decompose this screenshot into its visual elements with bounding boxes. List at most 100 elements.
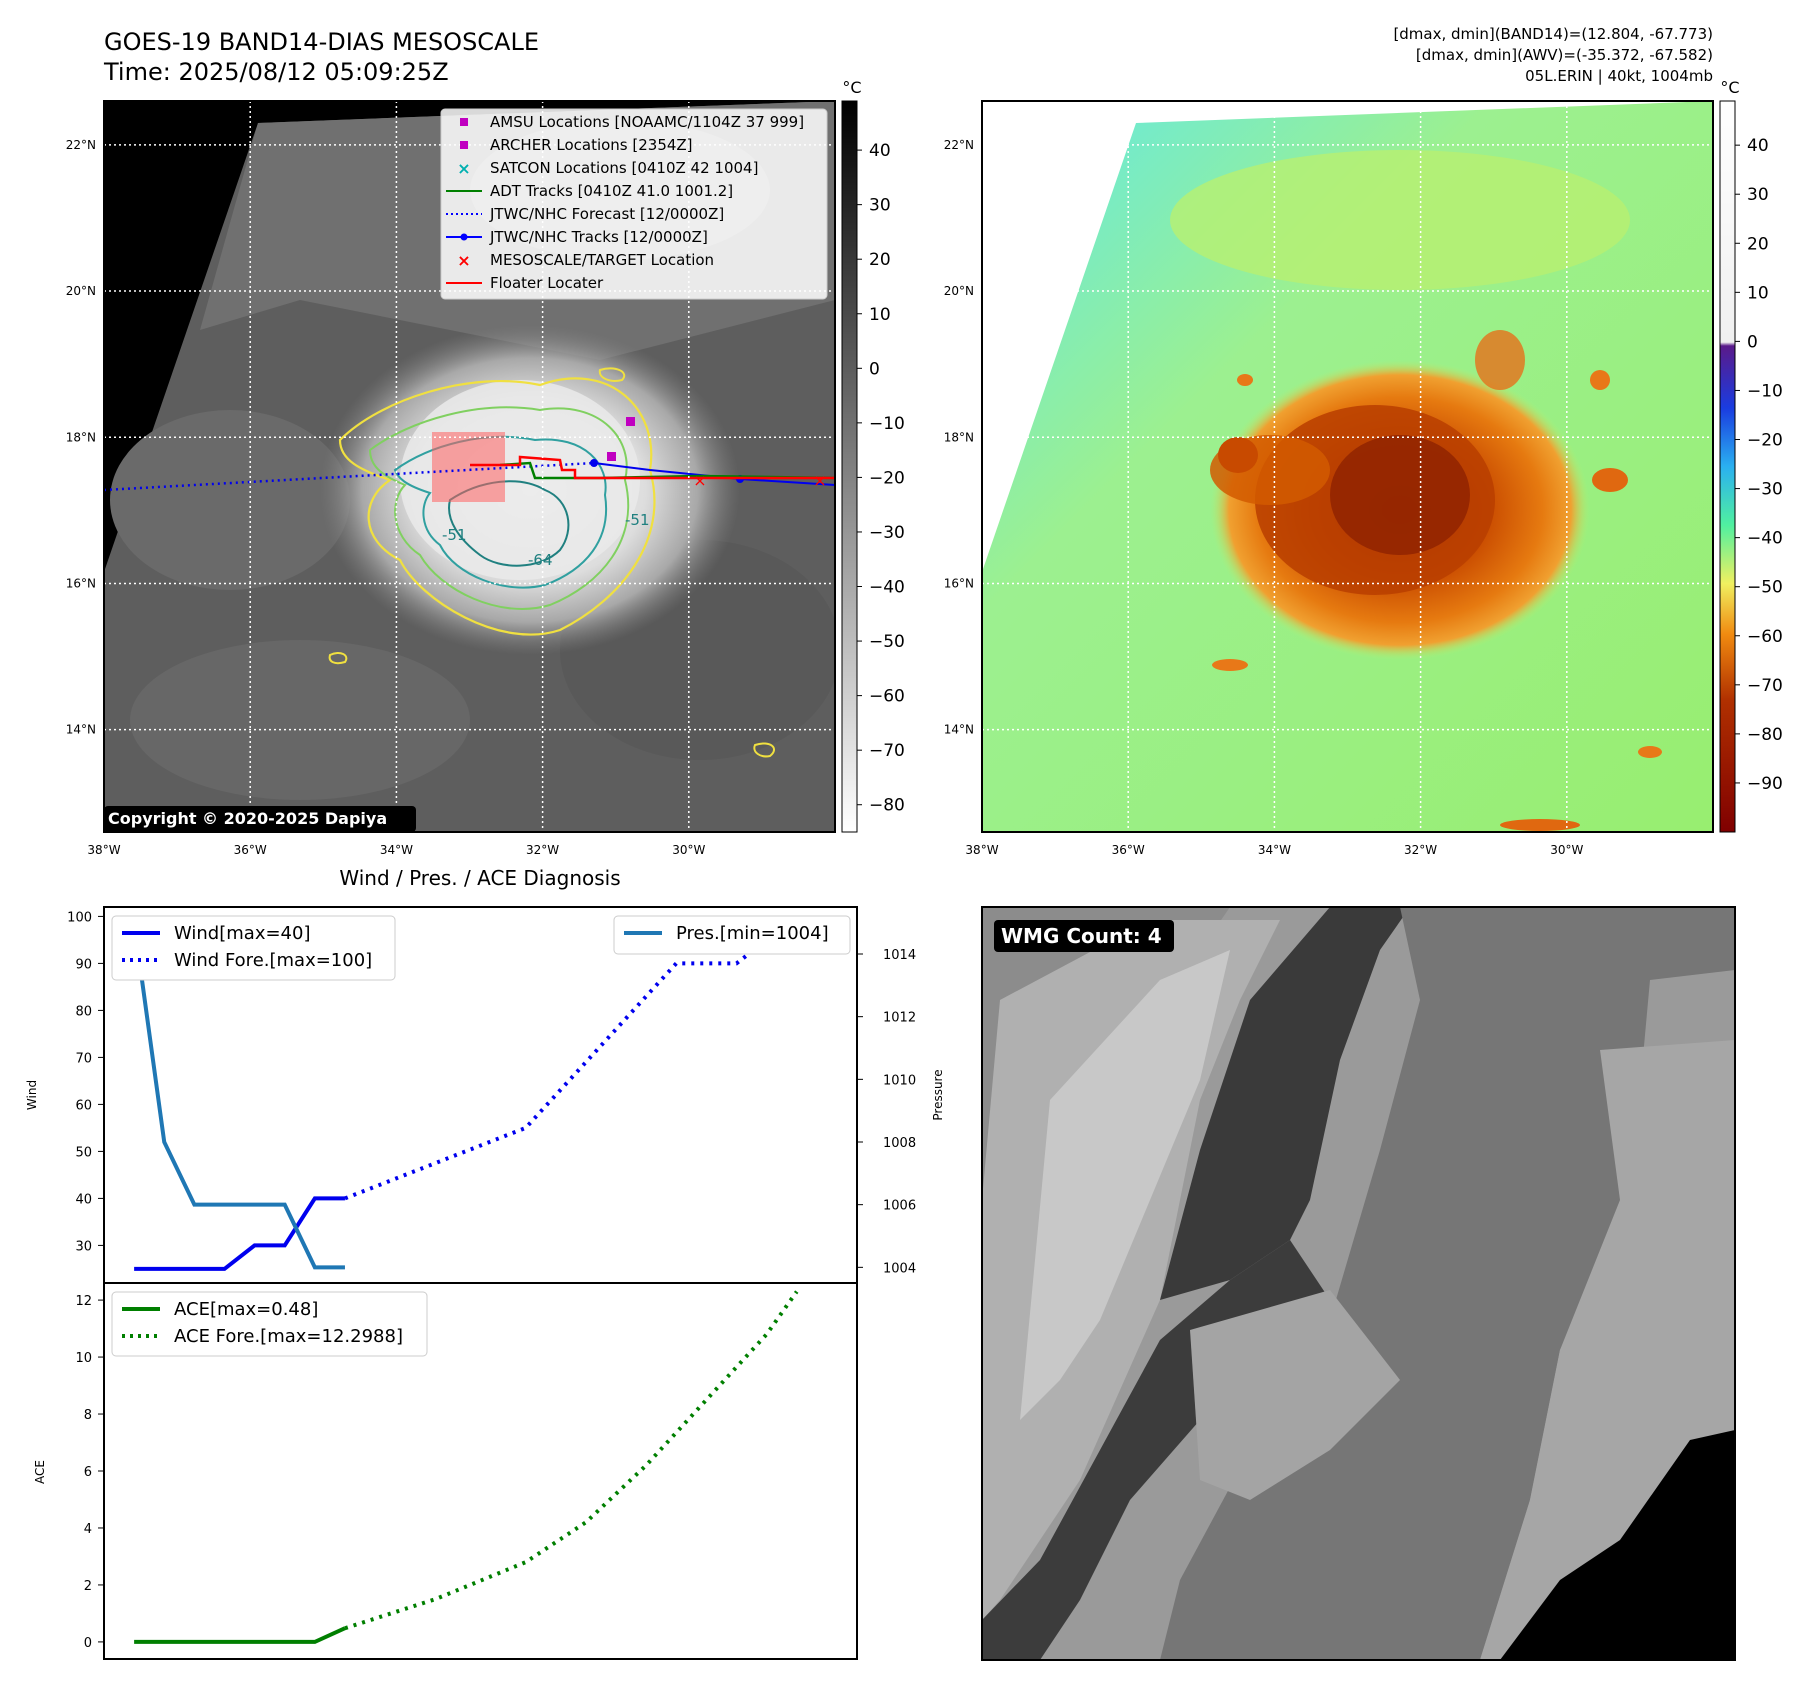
wmg-panel: WMG Count: 4	[981, 906, 1736, 1661]
y-right-tick-label: 1006	[883, 1199, 916, 1214]
legend-wind: Wind[max=40]	[174, 923, 311, 944]
wmg-count-text: WMG Count: 4	[1001, 924, 1162, 948]
awv-colorbar-ticks: 40 30 20 10 0 −10 −20 −30 −40 −50 −60 −70 −80 −90	[1735, 136, 1783, 794]
figure-time: Time: 2025/08/12 05:09:25Z	[103, 58, 449, 86]
awv-colorbar	[1719, 100, 1736, 833]
jtwc-track	[593, 462, 835, 486]
colorbar-tick-label: −30	[1747, 480, 1783, 500]
y-tick-label: 50	[75, 1145, 92, 1160]
y-tick-label: 70	[75, 1051, 92, 1066]
floater-box	[432, 432, 505, 502]
colorbar-tick-label: 40	[869, 141, 891, 161]
awv-colorbar-unit: °C	[1720, 78, 1739, 97]
legend-pressure: Pres.[min=1004]	[676, 923, 829, 944]
colorbar-tick-label: −20	[1747, 431, 1783, 451]
lat-tick-label: 20°N	[66, 284, 96, 298]
ir-legend: AMSU Locations [NOAAMC/1104Z 37 999] ARCH…	[440, 108, 828, 300]
ace-plot: 0 2 4 6 8 10 12	[75, 1290, 799, 1651]
ir-lat-labels: 22°N 20°N 18°N 16°N 14°N	[66, 138, 96, 737]
ir-colorbar	[841, 100, 858, 833]
diagnosis-title: Wind / Pres. / ACE Diagnosis	[339, 866, 620, 890]
colorbar-tick-label: 0	[1747, 332, 1758, 352]
colorbar-tick-label: −50	[1747, 578, 1783, 598]
colorbar-tick-label: −70	[1747, 676, 1783, 696]
y-right-tick-label: 1010	[883, 1073, 916, 1088]
colorbar-tick-label: −70	[869, 741, 905, 761]
wmg-imagery	[982, 907, 1735, 1660]
ir-colorbar-unit: °C	[842, 78, 861, 97]
legend-ace: ACE[max=0.48]	[174, 1299, 318, 1320]
lon-tick-label: 30°W	[672, 843, 705, 857]
contour-label: -64	[528, 551, 553, 569]
y-tick-label: 2	[84, 1579, 92, 1594]
y-tick-label: 0	[84, 1636, 92, 1651]
y-right-tick-label: 1012	[883, 1011, 916, 1026]
lon-tick-label: 32°W	[1404, 843, 1437, 857]
lat-tick-label: 22°N	[66, 138, 96, 152]
y-tick-label: 6	[84, 1465, 92, 1480]
lon-tick-label: 36°W	[234, 843, 267, 857]
diagnosis-chart: Wind / Pres. / ACE Diagnosis 30405060708…	[25, 866, 945, 1660]
lat-tick-label: 18°N	[66, 430, 96, 444]
legend-label: JTWC/NHC Forecast [12/0000Z]	[489, 205, 724, 223]
colorbar-tick-label: −10	[869, 414, 905, 434]
wmg-count-badge	[994, 920, 1174, 952]
copyright-badge	[104, 806, 416, 832]
legend-wind-forecast: Wind Fore.[max=100]	[174, 950, 372, 971]
colorbar-tick-label: −80	[869, 796, 905, 816]
y-right-tick-label: 1004	[883, 1261, 916, 1276]
y-tick-label: 60	[75, 1098, 92, 1113]
ace-legend: ACE[max=0.48] ACE Fore.[max=12.2988]	[111, 1291, 428, 1357]
svg-text:×: ×	[693, 471, 706, 490]
awv-lon-labels: 38°W 36°W 34°W 32°W 30°W	[965, 843, 1583, 857]
lon-tick-label: 30°W	[1550, 843, 1583, 857]
y-tick-label: 4	[84, 1522, 92, 1537]
contour-label: -51	[625, 511, 650, 529]
lon-tick-label: 36°W	[1112, 843, 1145, 857]
lon-tick-label: 38°W	[87, 843, 120, 857]
legend-label: AMSU Locations [NOAAMC/1104Z 37 999]	[490, 113, 804, 131]
y-tick-label: 30	[75, 1239, 92, 1254]
awv-map-panel: 22°N20°N18°N16°N14°N 38°W 36°W 34°W 32°W 30°…	[944, 78, 1783, 857]
colorbar-tick-label: 40	[1747, 136, 1769, 156]
y-tick-label: 100	[67, 910, 92, 925]
colorbar-tick-label: 30	[1747, 185, 1769, 205]
figure-title: GOES-19 BAND14-DIAS MESOSCALE	[104, 28, 539, 56]
lat-tick-label: 18°N	[944, 430, 974, 444]
ir-map-panel: × × -51 -64 -51 22°N 20°N 18°N 16°N 14°N 38°…	[66, 78, 905, 857]
legend-label: JTWC/NHC Tracks [12/0000Z]	[489, 228, 708, 246]
lat-tick-label: 14°N	[944, 723, 974, 737]
wind-legend: Wind[max=40] Wind Fore.[max=100]	[111, 915, 396, 981]
y-tick-label: 12	[75, 1294, 92, 1309]
y-right-tick-label: 1008	[883, 1136, 916, 1151]
colorbar-tick-label: −60	[869, 687, 905, 707]
series-line	[134, 1196, 345, 1271]
colorbar-tick-label: 20	[1747, 234, 1769, 254]
y-tick-label: 40	[75, 1192, 92, 1207]
colorbar-tick-label: −50	[869, 632, 905, 652]
legend-marker-x: ×	[457, 251, 470, 270]
copyright-text: Copyright © 2020-2025 Dapiya	[108, 809, 387, 828]
colorbar-tick-label: −90	[1747, 774, 1783, 794]
contour-label: -51	[442, 526, 467, 544]
legend-label: ADT Tracks [0410Z 41.0 1001.2]	[490, 182, 733, 200]
colorbar-tick-label: −60	[1747, 627, 1783, 647]
legend-label: MESOSCALE/TARGET Location	[490, 251, 714, 269]
ace-axis-label: ACE	[33, 1460, 47, 1484]
wind-axis-label: Wind	[25, 1080, 39, 1110]
ir-lon-labels: 38°W 36°W 34°W 32°W 30°W	[87, 843, 705, 857]
y-right-tick-label: 1014	[883, 948, 916, 963]
colorbar-tick-label: 10	[869, 305, 891, 325]
y-tick-label: 10	[75, 1351, 92, 1366]
lon-tick-label: 34°W	[380, 843, 413, 857]
lat-tick-label: 16°N	[66, 576, 96, 590]
info-band14: [dmax, dmin](BAND14)=(12.804, -67.773)	[1393, 25, 1713, 43]
colorbar-tick-label: 0	[869, 359, 880, 379]
floater-locater	[470, 455, 835, 480]
colorbar-tick-label: −30	[869, 523, 905, 543]
colorbar-tick-label: 20	[869, 250, 891, 270]
y-tick-label: 80	[75, 1004, 92, 1019]
series-line	[134, 1626, 346, 1644]
svg-text:×: ×	[813, 471, 826, 490]
awv-imagery	[982, 101, 1713, 832]
